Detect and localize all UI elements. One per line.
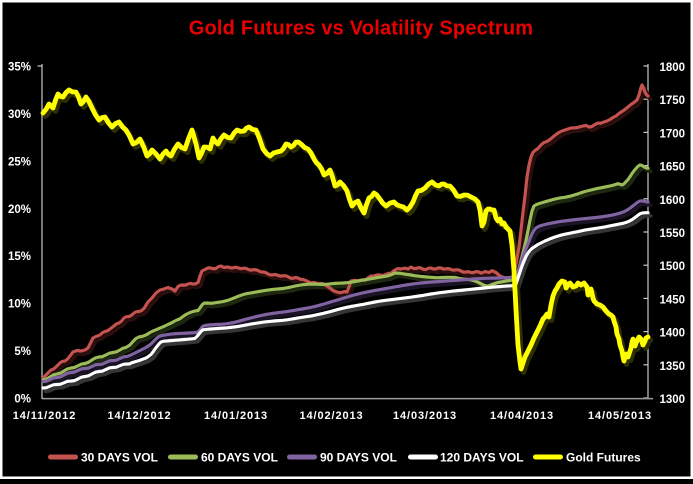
svg-text:14/12/2012: 14/12/2012 [107,410,171,422]
svg-text:5%: 5% [14,346,31,358]
svg-text:1800: 1800 [660,62,686,74]
svg-text:Gold Futures vs Volatility Spe: Gold Futures vs Volatility Spectrum [189,18,533,40]
svg-text:30%: 30% [8,109,31,121]
svg-text:1700: 1700 [660,128,686,140]
svg-text:1600: 1600 [660,195,686,207]
svg-text:14/05/2013: 14/05/2013 [588,410,652,422]
svg-text:14/11/2012: 14/11/2012 [13,410,76,422]
svg-text:1400: 1400 [660,328,686,340]
svg-text:14/01/2013: 14/01/2013 [204,410,268,422]
svg-text:1350: 1350 [660,361,686,373]
svg-text:Gold Futures: Gold Futures [566,451,641,465]
svg-text:1500: 1500 [660,261,686,273]
svg-text:15%: 15% [8,251,31,263]
svg-text:1750: 1750 [660,95,686,107]
svg-text:20%: 20% [8,204,31,216]
svg-text:10%: 10% [8,299,31,311]
svg-text:14/02/2013: 14/02/2013 [299,410,363,422]
svg-text:1650: 1650 [660,162,686,174]
svg-text:14/04/2013: 14/04/2013 [490,410,554,422]
svg-text:30 DAYS VOL: 30 DAYS VOL [81,451,158,465]
svg-text:1300: 1300 [660,394,686,406]
svg-text:60 DAYS VOL: 60 DAYS VOL [201,451,278,465]
svg-text:120 DAYS VOL: 120 DAYS VOL [440,451,524,465]
svg-text:0%: 0% [14,394,31,406]
svg-text:35%: 35% [8,62,31,74]
svg-text:14/03/2013: 14/03/2013 [393,410,457,422]
svg-text:90 DAYS VOL: 90 DAYS VOL [320,451,397,465]
svg-text:1450: 1450 [660,294,686,306]
svg-text:25%: 25% [8,156,31,168]
svg-text:1550: 1550 [660,228,686,240]
